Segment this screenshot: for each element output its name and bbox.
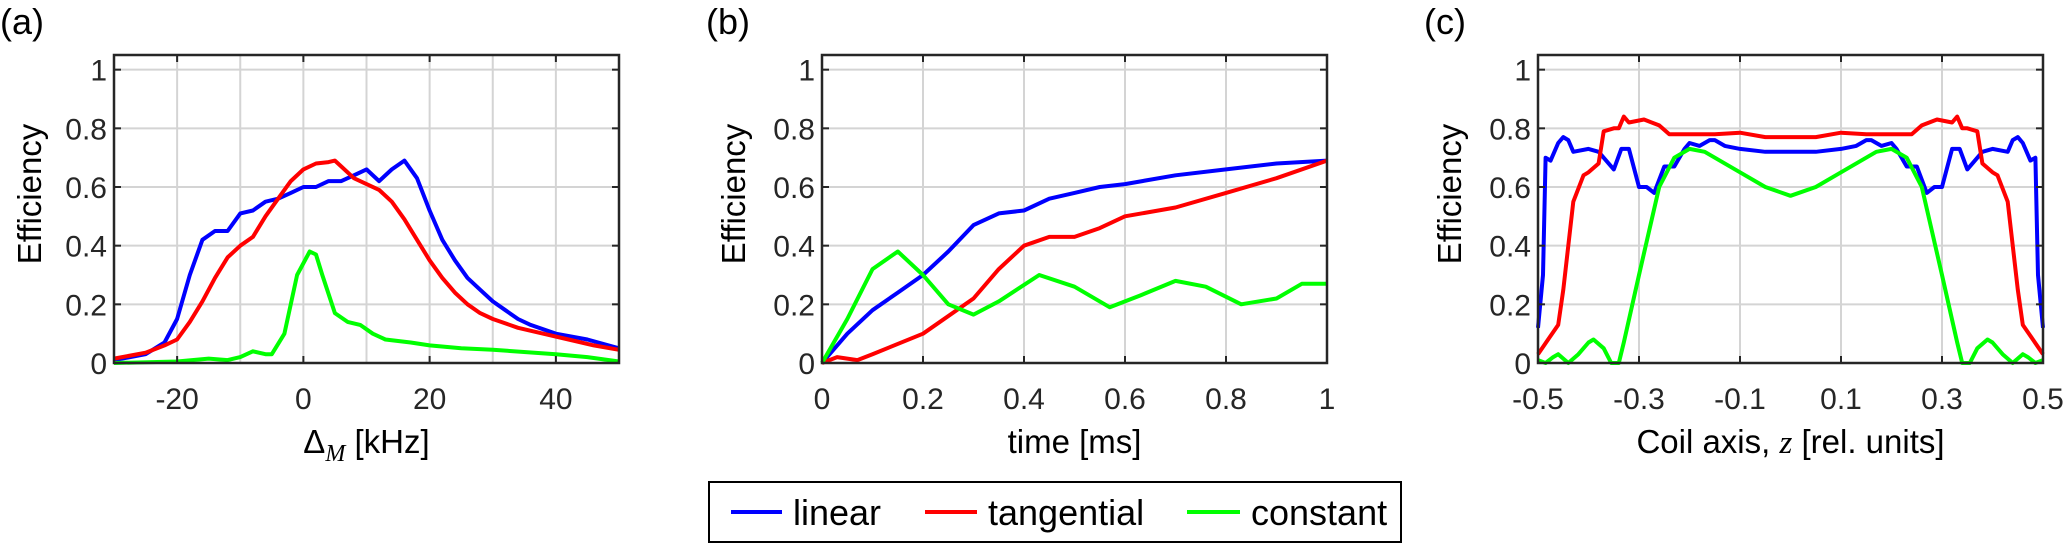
x-axis-label: time [ms] (1008, 423, 1142, 460)
legend-constant-label: constant (1251, 492, 1387, 533)
x-tick-label: -20 (155, 383, 198, 416)
x-tick-label: 20 (413, 383, 446, 416)
x-tick-label: 0.6 (1104, 383, 1146, 416)
legend-linear-label: linear (793, 492, 881, 533)
y-tick-label: 0.6 (1489, 172, 1531, 205)
x-tick-label: -0.5 (1512, 383, 1564, 416)
x-tick-label: 40 (539, 383, 572, 416)
x-axis-label-subscript: M (324, 441, 347, 467)
series-linear-line (1536, 135, 2045, 328)
y-axis-label: Efficiency (1431, 123, 1468, 264)
y-tick-label: 0.2 (65, 289, 107, 322)
panel-b: 0 0.2 0.4 0.6 0.8 1 0 0.2 0.4 0.6 0.8 1 Efficiency ti… (706, 1, 1335, 460)
x-tick-label: 0.3 (1921, 383, 1963, 416)
series-linear-line (820, 158, 1328, 365)
axes-box (1536, 53, 2045, 365)
y-tick-label: 1 (90, 55, 107, 88)
y-tick-label: 0.2 (1489, 289, 1531, 322)
x-axis-label-unit: [rel. units] (1792, 423, 1944, 460)
x-axis-label-main: Coil axis, (1636, 423, 1779, 460)
panel-a: -20 0 20 40 0 0.2 0.4 0.6 0.8 1 Efficiency ΔM [kHz]… (0, 1, 621, 467)
y-tick-label: 1 (798, 55, 815, 88)
axes-box (112, 53, 621, 365)
panel-c: -0.5 -0.3 -0.1 0.1 0.3 0.5 0 0.2 0.4 0.6 0.8 1 Effic… (1424, 1, 2064, 461)
y-tick-label: 0 (90, 348, 107, 381)
y-tick-label: 0.2 (773, 289, 815, 322)
x-axis-label: ΔM [kHz] (303, 423, 429, 467)
panel-label: (a) (0, 1, 44, 42)
x-axis-label-main: time [ms] (1008, 423, 1142, 460)
series-tangential-line (113, 158, 620, 361)
y-axis-label: Efficiency (715, 123, 752, 264)
x-axis-label-unit: [kHz] (345, 423, 429, 460)
series-constant-line (113, 249, 620, 365)
x-tick-label: 0.5 (2022, 383, 2064, 416)
x-axis-label: Coil axis, z [rel. units] (1636, 423, 1944, 461)
axes-box (820, 53, 1329, 365)
series-constant-line (820, 249, 1327, 364)
y-tick-label: 0 (798, 348, 815, 381)
legend: linear tangential constant (708, 481, 1402, 543)
panel-label: (b) (706, 1, 750, 42)
x-tick-label: 0 (295, 383, 312, 416)
series-constant-line (1537, 146, 2044, 365)
series-tangential-line (1536, 114, 2045, 356)
y-tick-label: 0.8 (1489, 113, 1531, 146)
x-tick-label: 0.8 (1205, 383, 1247, 416)
legend-tangential-label: tangential (988, 492, 1144, 533)
series-linear-line (113, 158, 620, 363)
x-tick-label: 0.4 (1003, 383, 1045, 416)
x-axis-label-variable: z (1778, 425, 1792, 461)
y-tick-label: 0 (1514, 348, 1531, 381)
y-tick-label: 1 (1514, 55, 1531, 88)
x-tick-label: 0 (814, 383, 831, 416)
x-tick-label: 1 (1319, 383, 1336, 416)
x-tick-label: 0.2 (902, 383, 944, 416)
y-tick-label: 0.8 (773, 113, 815, 146)
y-tick-label: 0.4 (773, 231, 815, 264)
x-tick-label: -0.1 (1714, 383, 1766, 416)
y-tick-label: 0.8 (65, 113, 107, 146)
y-tick-label: 0.4 (1489, 231, 1531, 264)
x-tick-label: 0.1 (1820, 383, 1862, 416)
series-tangential-line (821, 158, 1328, 365)
panel-label: (c) (1424, 1, 1466, 42)
legend-box (708, 481, 1402, 543)
y-tick-label: 0.6 (773, 172, 815, 205)
x-tick-label: -0.3 (1613, 383, 1665, 416)
y-axis-label: Efficiency (11, 123, 48, 264)
y-tick-label: 0.4 (65, 231, 107, 264)
y-tick-label: 0.6 (65, 172, 107, 205)
x-axis-label-main: Δ (303, 423, 325, 460)
